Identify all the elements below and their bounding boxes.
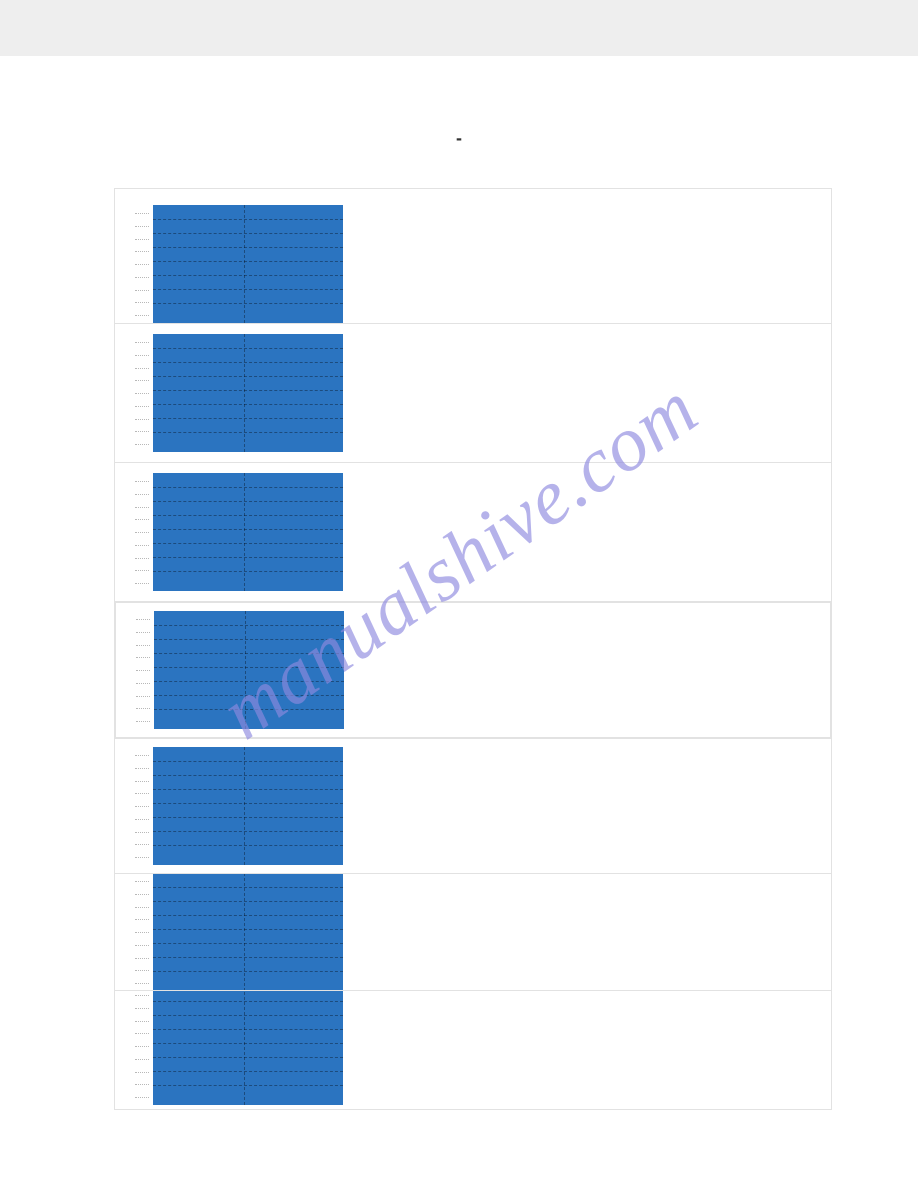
thumbnail [133,205,343,323]
thumbnail-chart [154,611,344,729]
thumbnail [133,990,343,1105]
list-item[interactable] [114,601,832,739]
thumbnail-chart [153,473,343,591]
top-bar [0,0,918,56]
thumbnail-chart [153,747,343,865]
list-item[interactable] [114,990,832,1110]
thumbnail-ticks [133,873,151,991]
list-item[interactable] [114,323,832,463]
thumbnail-ticks [133,205,151,323]
thumbnail-ticks [133,473,151,591]
thumbnail-ticks [133,990,151,1105]
thumbnail [133,473,343,591]
list-item[interactable] [114,738,832,874]
thumbnail [133,334,343,452]
thumbnail [134,611,344,729]
thumbnail [133,747,343,865]
thumbnail-ticks [134,611,152,729]
thumbnail-chart [153,873,343,991]
list-item[interactable] [114,462,832,602]
thumbnail-ticks [133,747,151,865]
thumbnail [133,873,343,991]
list-item[interactable] [114,188,832,324]
page-heading-dash: - [0,128,918,149]
thumbnail-chart [153,990,343,1105]
result-list [114,188,832,1110]
list-item[interactable] [114,873,832,991]
thumbnail-chart [153,334,343,452]
thumbnail-chart [153,205,343,323]
thumbnail-ticks [133,334,151,452]
